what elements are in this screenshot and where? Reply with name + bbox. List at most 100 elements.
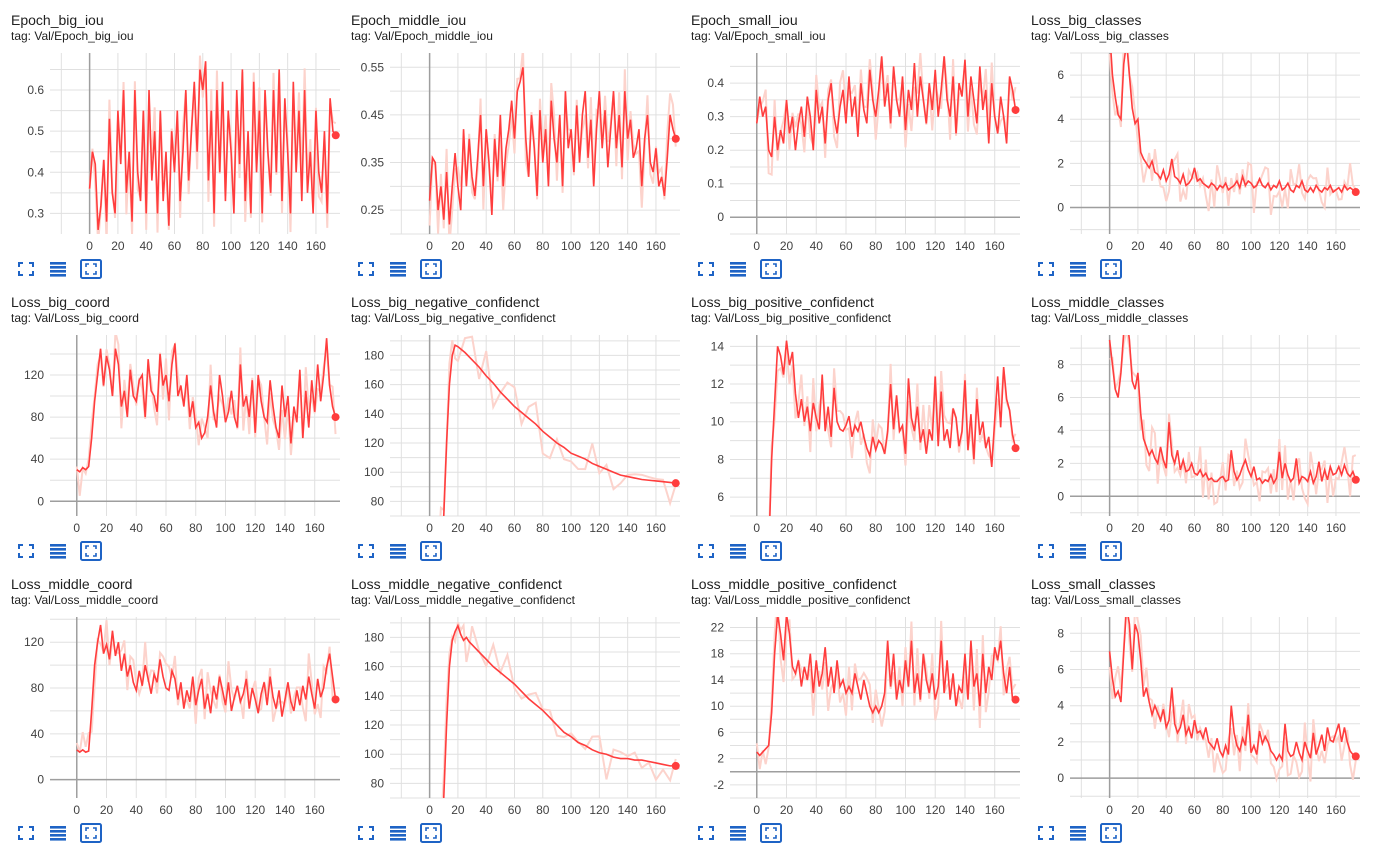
raw-series-line — [1108, 617, 1357, 783]
list-icon[interactable] — [389, 825, 407, 841]
last-point-marker — [671, 134, 680, 143]
raw-series-line — [768, 348, 1017, 516]
fullscreen-icon[interactable] — [17, 825, 35, 841]
list-icon[interactable] — [1069, 543, 1087, 559]
fullscreen-icon[interactable] — [697, 261, 715, 277]
list-icon[interactable] — [389, 543, 407, 559]
y-tick-label: 140 — [364, 407, 384, 421]
x-tick-label: 140 — [618, 239, 638, 253]
y-tick-label: 0.45 — [361, 108, 385, 122]
y-tick-label: 80 — [371, 494, 385, 508]
list-icon[interactable] — [729, 261, 747, 277]
series-line — [755, 56, 1017, 158]
y-tick-label: 180 — [364, 630, 384, 644]
x-tick-label: 0 — [426, 239, 433, 253]
x-tick-label: 120 — [245, 803, 265, 817]
x-tick-label: 140 — [618, 521, 638, 535]
fullscreen-icon[interactable] — [17, 261, 35, 277]
chart-card: Epoch_small_iou tag: Val/Epoch_small_iou 0… — [680, 0, 1020, 282]
fullscreen-icon[interactable] — [697, 543, 715, 559]
fit-domain-icon[interactable] — [80, 823, 102, 843]
x-tick-label: 80 — [1216, 803, 1230, 817]
x-tick-label: 140 — [275, 521, 295, 535]
fit-domain-icon[interactable] — [420, 541, 442, 561]
fullscreen-icon[interactable] — [1037, 825, 1055, 841]
x-tick-label: 100 — [895, 239, 915, 253]
fit-domain-icon[interactable] — [760, 823, 782, 843]
x-tick-label: 60 — [159, 803, 173, 817]
list-icon[interactable] — [729, 543, 747, 559]
chart-plot[interactable]: 80 100 120 140 160 180 0 20 40 60 80 100 120 140 160 — [340, 322, 680, 535]
x-tick-label: 80 — [869, 803, 883, 817]
fullscreen-icon[interactable] — [1037, 543, 1055, 559]
x-tick-label: 60 — [839, 803, 853, 817]
x-tick-label: 160 — [646, 521, 666, 535]
y-tick-label: 80 — [31, 681, 45, 695]
list-icon[interactable] — [1069, 261, 1087, 277]
x-tick-label: 80 — [536, 521, 550, 535]
chart-title: Loss_big_classes — [1031, 12, 1142, 28]
fullscreen-icon[interactable] — [17, 543, 35, 559]
chart-card: Loss_middle_positive_confidenct tag: Val/… — [680, 564, 1020, 846]
series-line — [1108, 335, 1357, 487]
list-icon[interactable] — [389, 261, 407, 277]
list-icon[interactable] — [49, 261, 67, 277]
x-tick-label: 160 — [306, 239, 326, 253]
chart-plot[interactable]: -2 2 6 10 14 18 22 0 20 40 60 80 100 120 140 160 — [680, 604, 1020, 817]
fit-domain-icon[interactable] — [420, 823, 442, 843]
fit-domain-icon[interactable] — [1100, 823, 1122, 843]
y-tick-label: 10 — [711, 415, 725, 429]
chart-title: Epoch_big_iou — [11, 12, 104, 28]
list-icon[interactable] — [1069, 825, 1087, 841]
y-tick-label: 0 — [1057, 771, 1064, 785]
list-icon[interactable] — [729, 825, 747, 841]
x-tick-label: 80 — [189, 803, 203, 817]
x-tick-label: 40 — [1160, 521, 1174, 535]
y-tick-label: 80 — [371, 776, 385, 790]
chart-plot[interactable]: 0.25 0.35 0.45 0.55 0 20 40 60 80 100 120 140 160 — [340, 40, 680, 253]
chart-plot[interactable]: 0 0.1 0.2 0.3 0.4 0 20 40 60 80 100 120 140 160 — [680, 40, 1020, 253]
fullscreen-icon[interactable] — [697, 825, 715, 841]
chart-plot[interactable]: 0.3 0.4 0.5 0.6 0 20 40 60 80 100 120 140 160 — [0, 40, 340, 253]
x-tick-label: 160 — [646, 239, 666, 253]
fullscreen-icon[interactable] — [357, 543, 375, 559]
fit-domain-icon[interactable] — [80, 541, 102, 561]
chart-plot[interactable]: 80 100 120 140 160 180 0 20 40 60 80 100 120 140 160 — [340, 604, 680, 817]
last-point-marker — [331, 413, 340, 422]
raw-series-line — [439, 335, 677, 516]
list-icon[interactable] — [49, 825, 67, 841]
fit-domain-icon[interactable] — [1100, 259, 1122, 279]
fullscreen-icon[interactable] — [357, 825, 375, 841]
y-tick-label: 2 — [1057, 156, 1064, 170]
fit-domain-icon[interactable] — [1100, 541, 1122, 561]
x-tick-label: 100 — [1241, 803, 1261, 817]
fullscreen-icon[interactable] — [1037, 261, 1055, 277]
y-tick-label: 6 — [717, 490, 724, 504]
chart-card: Loss_big_positive_confidenct tag: Val/Los… — [680, 282, 1020, 564]
x-tick-label: 80 — [536, 803, 550, 817]
list-icon[interactable] — [49, 543, 67, 559]
chart-title: Loss_big_coord — [11, 294, 110, 310]
fit-domain-icon[interactable] — [760, 259, 782, 279]
x-tick-label: 120 — [589, 239, 609, 253]
fullscreen-icon[interactable] — [357, 261, 375, 277]
x-tick-label: 120 — [249, 239, 269, 253]
chart-plot[interactable]: 0 40 80 120 0 20 40 60 80 100 120 140 160 — [0, 604, 340, 817]
x-tick-label: 0 — [73, 803, 80, 817]
chart-card: Epoch_middle_iou tag: Val/Epoch_middle_io… — [340, 0, 680, 282]
x-tick-label: 120 — [1269, 803, 1289, 817]
y-tick-label: 120 — [364, 436, 384, 450]
fit-domain-icon[interactable] — [420, 259, 442, 279]
y-tick-label: 0 — [717, 210, 724, 224]
x-tick-label: 100 — [895, 803, 915, 817]
raw-series-line — [1109, 335, 1357, 508]
chart-plot[interactable]: 0 40 80 120 0 20 40 60 80 100 120 140 160 — [0, 322, 340, 535]
x-tick-label: 160 — [646, 803, 666, 817]
fit-domain-icon[interactable] — [80, 259, 102, 279]
fit-domain-icon[interactable] — [760, 541, 782, 561]
chart-title: Loss_middle_negative_confidenct — [351, 576, 562, 592]
